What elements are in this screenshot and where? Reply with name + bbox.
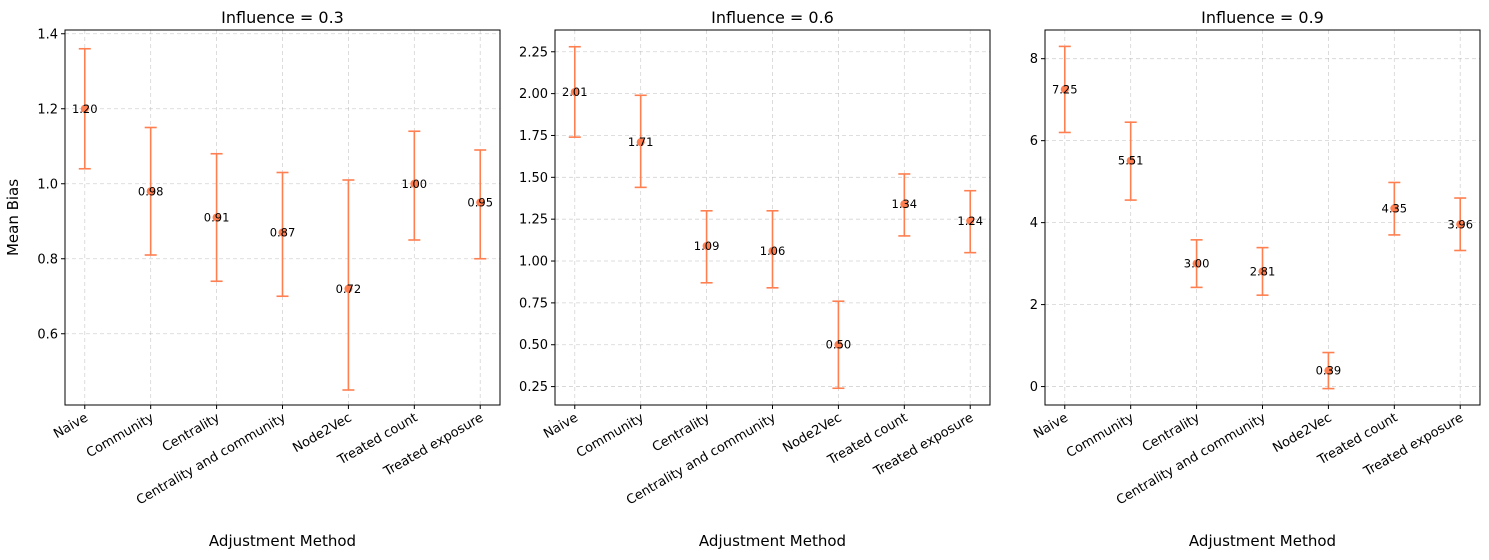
y-tick-label: 1.75 <box>519 129 548 144</box>
data-label: 0.72 <box>336 282 362 296</box>
data-label: 1.00 <box>402 177 428 191</box>
mean-point <box>410 179 419 188</box>
data-label: 0.95 <box>467 196 493 210</box>
data-label: 1.24 <box>957 214 983 228</box>
mean-point <box>1060 85 1069 94</box>
x-axis-label: Adjustment Method <box>1189 532 1336 550</box>
mean-point <box>278 228 287 237</box>
mean-point <box>636 138 645 147</box>
mean-point <box>570 87 579 96</box>
mean-point <box>1258 267 1267 276</box>
y-tick-label: 1.50 <box>519 171 548 186</box>
data-label: 1.20 <box>72 102 98 116</box>
y-tick-label: 4 <box>1030 216 1038 231</box>
x-axis-label: Adjustment Method <box>699 532 846 550</box>
mean-point <box>1126 156 1135 165</box>
y-tick-label: 1.2 <box>37 102 58 117</box>
y-tick-label: 1.25 <box>519 213 548 228</box>
data-label: 1.06 <box>760 244 786 258</box>
x-tick-label: Community <box>1064 410 1137 461</box>
data-label: 3.96 <box>1447 217 1473 231</box>
mean-point <box>212 213 221 222</box>
data-label: 1.34 <box>892 197 918 211</box>
y-tick-label: 0.75 <box>519 296 548 311</box>
y-tick-label: 0 <box>1030 380 1038 395</box>
y-tick-label: 0.6 <box>37 327 58 342</box>
panel-title: Influence = 0.3 <box>221 8 344 27</box>
mean-point <box>1390 204 1399 213</box>
mean-point <box>1324 366 1333 375</box>
y-tick-label: 1.0 <box>37 177 58 192</box>
data-label: 0.39 <box>1316 364 1342 378</box>
mean-point <box>344 284 353 293</box>
data-label: 7.25 <box>1052 82 1078 96</box>
mean-point <box>1456 220 1465 229</box>
data-label: 1.71 <box>628 135 654 149</box>
mean-point <box>768 246 777 255</box>
y-tick-label: 0.25 <box>519 380 548 395</box>
mean-point <box>966 216 975 225</box>
data-label: 0.98 <box>138 184 164 198</box>
y-axis-label: Mean Bias <box>4 179 22 256</box>
data-label: 0.87 <box>270 226 296 240</box>
y-tick-label: 2 <box>1030 298 1038 313</box>
data-label: 0.50 <box>826 338 852 352</box>
panel-title: Influence = 0.6 <box>711 8 834 27</box>
mean-point <box>900 200 909 209</box>
data-label: 2.81 <box>1250 264 1276 278</box>
x-tick-label: Community <box>84 410 157 461</box>
x-tick-label: Naive <box>541 410 581 441</box>
x-tick-label: Naive <box>1031 410 1071 441</box>
mean-point <box>146 187 155 196</box>
mean-point <box>834 340 843 349</box>
mean-point <box>476 198 485 207</box>
x-tick-label: Naive <box>51 410 91 441</box>
data-label: 3.00 <box>1184 257 1210 271</box>
y-tick-label: 6 <box>1030 134 1038 149</box>
y-tick-label: 0.50 <box>519 338 548 353</box>
y-tick-label: 2.00 <box>519 87 548 102</box>
data-label: 1.09 <box>694 239 720 253</box>
data-label: 4.35 <box>1382 201 1408 215</box>
mean-point <box>1192 259 1201 268</box>
y-tick-label: 1.00 <box>519 255 548 270</box>
y-tick-label: 2.25 <box>519 45 548 60</box>
data-label: 2.01 <box>562 85 588 99</box>
y-tick-label: 0.8 <box>37 252 58 267</box>
data-label: 0.91 <box>204 211 230 225</box>
chart-panel-2: 0.25 0.50 0.75 1.00 1.25 1.50 1.75 2.00 2.25 Naiv… <box>519 8 991 550</box>
data-label: 5.51 <box>1118 154 1144 168</box>
mean-point <box>80 104 89 113</box>
mean-point <box>702 241 711 250</box>
y-tick-label: 8 <box>1030 52 1038 67</box>
x-axis-label: Adjustment Method <box>209 532 356 550</box>
y-tick-label: 1.4 <box>37 27 58 42</box>
x-tick-label: Community <box>574 410 647 461</box>
panel-title: Influence = 0.9 <box>1201 8 1324 27</box>
